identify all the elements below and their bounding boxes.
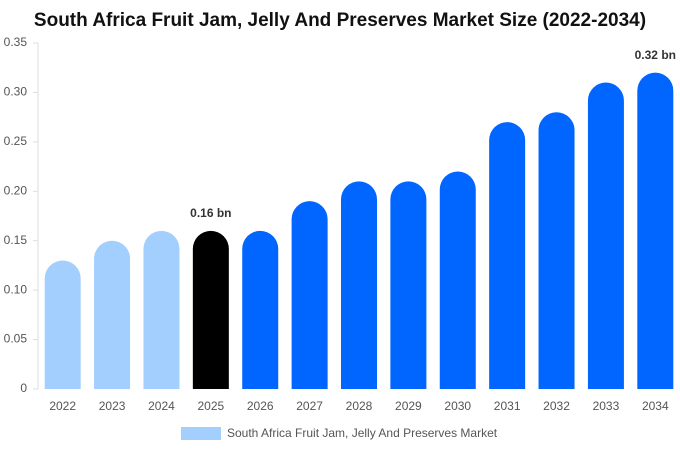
x-tick-label: 2034 bbox=[642, 399, 669, 413]
y-tick-label: 0.35 bbox=[4, 35, 28, 49]
y-tick-label: 0.30 bbox=[4, 85, 28, 99]
bar bbox=[587, 82, 624, 390]
y-tick-label: 0.25 bbox=[4, 134, 28, 148]
legend-swatch bbox=[181, 427, 221, 440]
legend-label: South Africa Fruit Jam, Jelly And Preser… bbox=[227, 426, 498, 440]
x-tick-label: 2031 bbox=[494, 399, 521, 413]
x-tick-label: 2030 bbox=[444, 399, 471, 413]
bar bbox=[489, 122, 526, 389]
bar bbox=[143, 230, 180, 389]
x-tick-label: 2025 bbox=[197, 399, 224, 413]
x-tick-label: 2023 bbox=[99, 399, 126, 413]
y-tick-label: 0 bbox=[20, 381, 27, 395]
bar bbox=[341, 181, 377, 389]
bar bbox=[538, 112, 575, 389]
bar bbox=[439, 171, 476, 389]
data-label: 0.16 bn bbox=[190, 206, 231, 220]
bar bbox=[94, 240, 131, 389]
y-tick-label: 0.15 bbox=[4, 233, 28, 247]
bar bbox=[44, 260, 81, 389]
bar bbox=[291, 201, 328, 389]
x-tick-label: 2033 bbox=[593, 399, 620, 413]
bar bbox=[192, 230, 229, 389]
x-tick-label: 2022 bbox=[49, 399, 76, 413]
y-tick-label: 0.10 bbox=[4, 282, 28, 296]
x-tick-label: 2026 bbox=[247, 399, 274, 413]
chart-title: South Africa Fruit Jam, Jelly And Preser… bbox=[34, 10, 646, 31]
x-tick-label: 2024 bbox=[148, 399, 175, 413]
y-tick-label: 0.05 bbox=[4, 332, 28, 346]
x-tick-label: 2029 bbox=[395, 399, 422, 413]
bar bbox=[242, 230, 279, 389]
y-tick-label: 0.20 bbox=[4, 183, 28, 197]
data-label: 0.32 bn bbox=[635, 48, 676, 62]
bar bbox=[390, 181, 427, 389]
x-tick-label: 2032 bbox=[543, 399, 570, 413]
bar bbox=[637, 72, 674, 390]
x-tick-label: 2028 bbox=[346, 399, 373, 413]
x-tick-label: 2027 bbox=[296, 399, 323, 413]
